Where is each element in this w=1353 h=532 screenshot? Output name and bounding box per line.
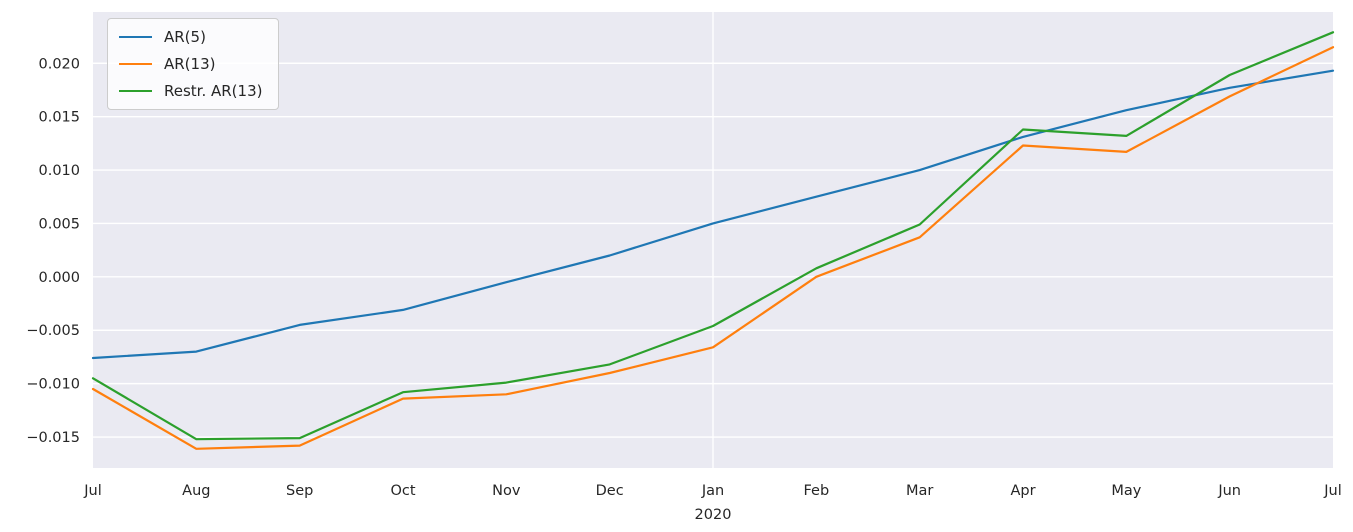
legend-label: AR(13) — [164, 54, 216, 73]
x-tick-label: Jun — [1217, 483, 1241, 499]
x-tick-label: Jul — [1323, 483, 1342, 499]
legend: AR(5) AR(13) Restr. AR(13) — [107, 18, 280, 111]
y-tick-label: 0.005 — [38, 216, 80, 232]
x-tick-label: Apr — [1010, 483, 1035, 499]
x-tick-year-label: 2020 — [695, 507, 732, 523]
y-tick-label: 0.015 — [38, 110, 80, 126]
series-line-ar-5 — [91, 69, 1335, 360]
y-tick-label: 0.010 — [38, 163, 80, 179]
legend-label: AR(5) — [164, 28, 206, 46]
y-tick-label: −0.005 — [26, 323, 80, 339]
x-tick-label: Mar — [906, 483, 933, 499]
legend-line-swatch — [119, 89, 152, 92]
y-tick-label: −0.015 — [26, 430, 80, 446]
legend-item-restr-ar-13: Restr. AR(13) — [119, 82, 262, 101]
x-tick-label: Sep — [286, 483, 313, 499]
legend-line-swatch — [119, 36, 152, 39]
x-tick-label: Oct — [390, 483, 415, 499]
x-tick-label: Nov — [492, 483, 521, 499]
x-tick-label: Jul — [83, 483, 102, 499]
series-line-ar-13 — [91, 46, 1335, 450]
legend-item-ar-5: AR(5) — [119, 28, 262, 47]
x-tick-label: May — [1111, 483, 1141, 499]
legend-item-ar-13: AR(13) — [119, 55, 262, 74]
x-tick-label: Feb — [803, 483, 829, 499]
y-tick-label: 0.020 — [38, 56, 80, 72]
y-tick-label: −0.010 — [26, 377, 80, 393]
x-tick-label: Aug — [182, 483, 210, 499]
x-tick-label: Jan — [701, 483, 724, 499]
legend-line-swatch — [119, 63, 152, 66]
series-line-restr-ar-13 — [91, 31, 1335, 441]
y-tick-label: 0.000 — [38, 270, 80, 286]
legend-label: Restr. AR(13) — [164, 81, 263, 100]
x-tick-label: Dec — [596, 483, 624, 499]
